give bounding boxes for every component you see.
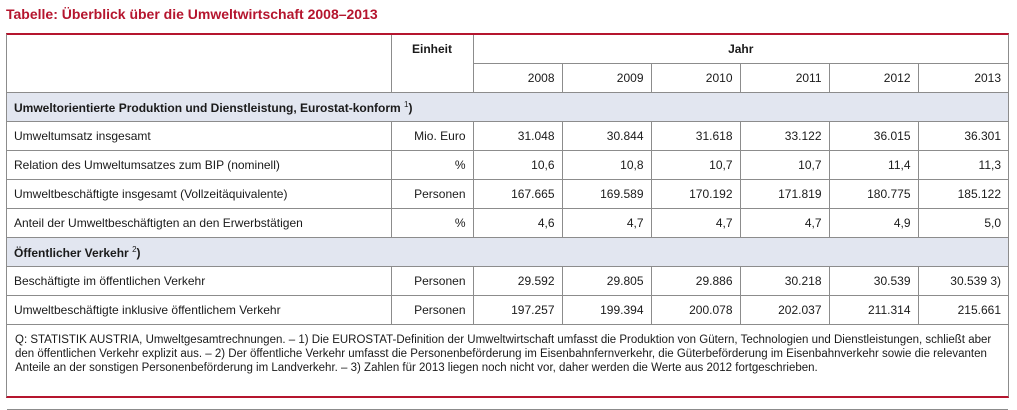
value-cell-2010: 200.078	[650, 295, 741, 325]
value-cell-2010: 31.618	[650, 121, 741, 151]
section-row: Umweltorientierte Produktion und Dienstl…	[7, 92, 1009, 122]
row-label: Anteil der Umweltbeschäftigten an den Er…	[7, 208, 392, 238]
header-year-2011: 2011	[739, 63, 830, 93]
row-unit: Personen	[390, 295, 474, 325]
value-cell-2013: 11,3	[917, 150, 1009, 180]
table-row: Anteil der Umweltbeschäftigten an den Er…	[7, 208, 1009, 238]
row-unit: Personen	[390, 266, 474, 296]
row-unit: Personen	[390, 179, 474, 209]
header-year-2008: 2008	[473, 63, 563, 93]
value-cell-2012: 36.015	[828, 121, 919, 151]
value-cell-2011: 4,7	[739, 208, 830, 238]
data-table-frame: Einheit Jahr 2008 2009 2010 2011 2012 2013 Um…	[6, 33, 1009, 410]
header-year-2010: 2010	[650, 63, 741, 93]
table-body: Einheit Jahr 2008 2009 2010 2011 2012 2013 Um…	[7, 35, 1009, 325]
value-cell-2008: 197.257	[472, 295, 563, 325]
value-cell-2010: 4,7	[650, 208, 741, 238]
value-cell-2008: 10,6	[472, 150, 563, 180]
section-title: Öffentlicher Verkehr	[14, 245, 129, 260]
value-cell-2008: 29.592	[472, 266, 563, 296]
row-unit: %	[390, 208, 474, 238]
value-cell-2009: 29.805	[561, 266, 652, 296]
section-footnote-marker: 2	[132, 244, 137, 254]
row-label: Umweltbeschäftigte insgesamt (Vollzeitäq…	[7, 179, 392, 209]
header-einheit: Einheit	[390, 35, 474, 93]
row-unit: %	[390, 150, 474, 180]
value-cell-2009: 169.589	[561, 179, 652, 209]
value-cell-2012: 211.314	[828, 295, 919, 325]
section-title-cell: Umweltorientierte Produktion und Dienstl…	[7, 92, 1009, 122]
value-cell-2013: 185.122	[917, 179, 1009, 209]
source-notes: Q: STATISTIK AUSTRIA, Umweltgesamtrechnu…	[7, 324, 1009, 410]
table-title: Tabelle: Überblick über die Umweltwirtsc…	[6, 6, 378, 22]
value-cell-2010: 10,7	[650, 150, 741, 180]
row-label: Umweltbeschäftigte inklusive öffentliche…	[7, 295, 392, 325]
section-title: Umweltorientierte Produktion und Dienstl…	[14, 100, 401, 115]
value-cell-2012: 11,4	[828, 150, 919, 180]
value-cell-2011: 202.037	[739, 295, 830, 325]
value-cell-2009: 30.844	[561, 121, 652, 151]
value-cell-2009: 199.394	[561, 295, 652, 325]
header-year-2013: 2013	[917, 63, 1009, 93]
header-year-2012: 2012	[828, 63, 919, 93]
value-cell-2009: 10,8	[561, 150, 652, 180]
row-label: Umweltumsatz insgesamt	[7, 121, 392, 151]
table-row: Umweltbeschäftigte insgesamt (Vollzeitäq…	[7, 179, 1009, 209]
value-cell-2012: 4,9	[828, 208, 919, 238]
section-row: Öffentlicher Verkehr 2)	[7, 237, 1009, 267]
value-cell-2011: 30.218	[739, 266, 830, 296]
value-cell-2011: 33.122	[739, 121, 830, 151]
value-cell-2012: 180.775	[828, 179, 919, 209]
section-footnote-marker: 1	[404, 99, 409, 109]
value-cell-2011: 171.819	[739, 179, 830, 209]
header-year-2009: 2009	[561, 63, 652, 93]
value-cell-2013: 215.661	[917, 295, 1009, 325]
row-unit: Mio. Euro	[390, 121, 474, 151]
value-cell-2008: 167.665	[472, 179, 563, 209]
table-row: Beschäftigte im öffentlichen Verkehr Pers…	[7, 266, 1009, 296]
table-row: Relation des Umweltumsatzes zum BIP (nom…	[7, 150, 1009, 180]
header-blank-cell	[7, 35, 392, 93]
value-cell-2011: 10,7	[739, 150, 830, 180]
table-row: Umweltumsatz insgesamt Mio. Euro 31.048 30.…	[7, 121, 1009, 151]
row-label: Beschäftigte im öffentlichen Verkehr	[7, 266, 392, 296]
value-cell-2013: 36.301	[917, 121, 1009, 151]
value-cell-2009: 4,7	[561, 208, 652, 238]
value-cell-2010: 29.886	[650, 266, 741, 296]
value-cell-2013: 5,0	[917, 208, 1009, 238]
value-cell-2012: 30.539	[828, 266, 919, 296]
section-title-cell: Öffentlicher Verkehr 2)	[7, 237, 1009, 267]
value-cell-2010: 170.192	[650, 179, 741, 209]
value-cell-2013: 30.539 3)	[917, 266, 1009, 296]
data-table: Einheit Jahr 2008 2009 2010 2011 2012 2013 Um…	[7, 35, 1009, 410]
table-row: Umweltbeschäftigte inklusive öffentliche…	[7, 295, 1009, 325]
value-cell-2008: 4,6	[472, 208, 563, 238]
header-jahr: Jahr	[472, 35, 1009, 64]
value-cell-2008: 31.048	[472, 121, 563, 151]
row-label: Relation des Umweltumsatzes zum BIP (nom…	[7, 150, 392, 180]
